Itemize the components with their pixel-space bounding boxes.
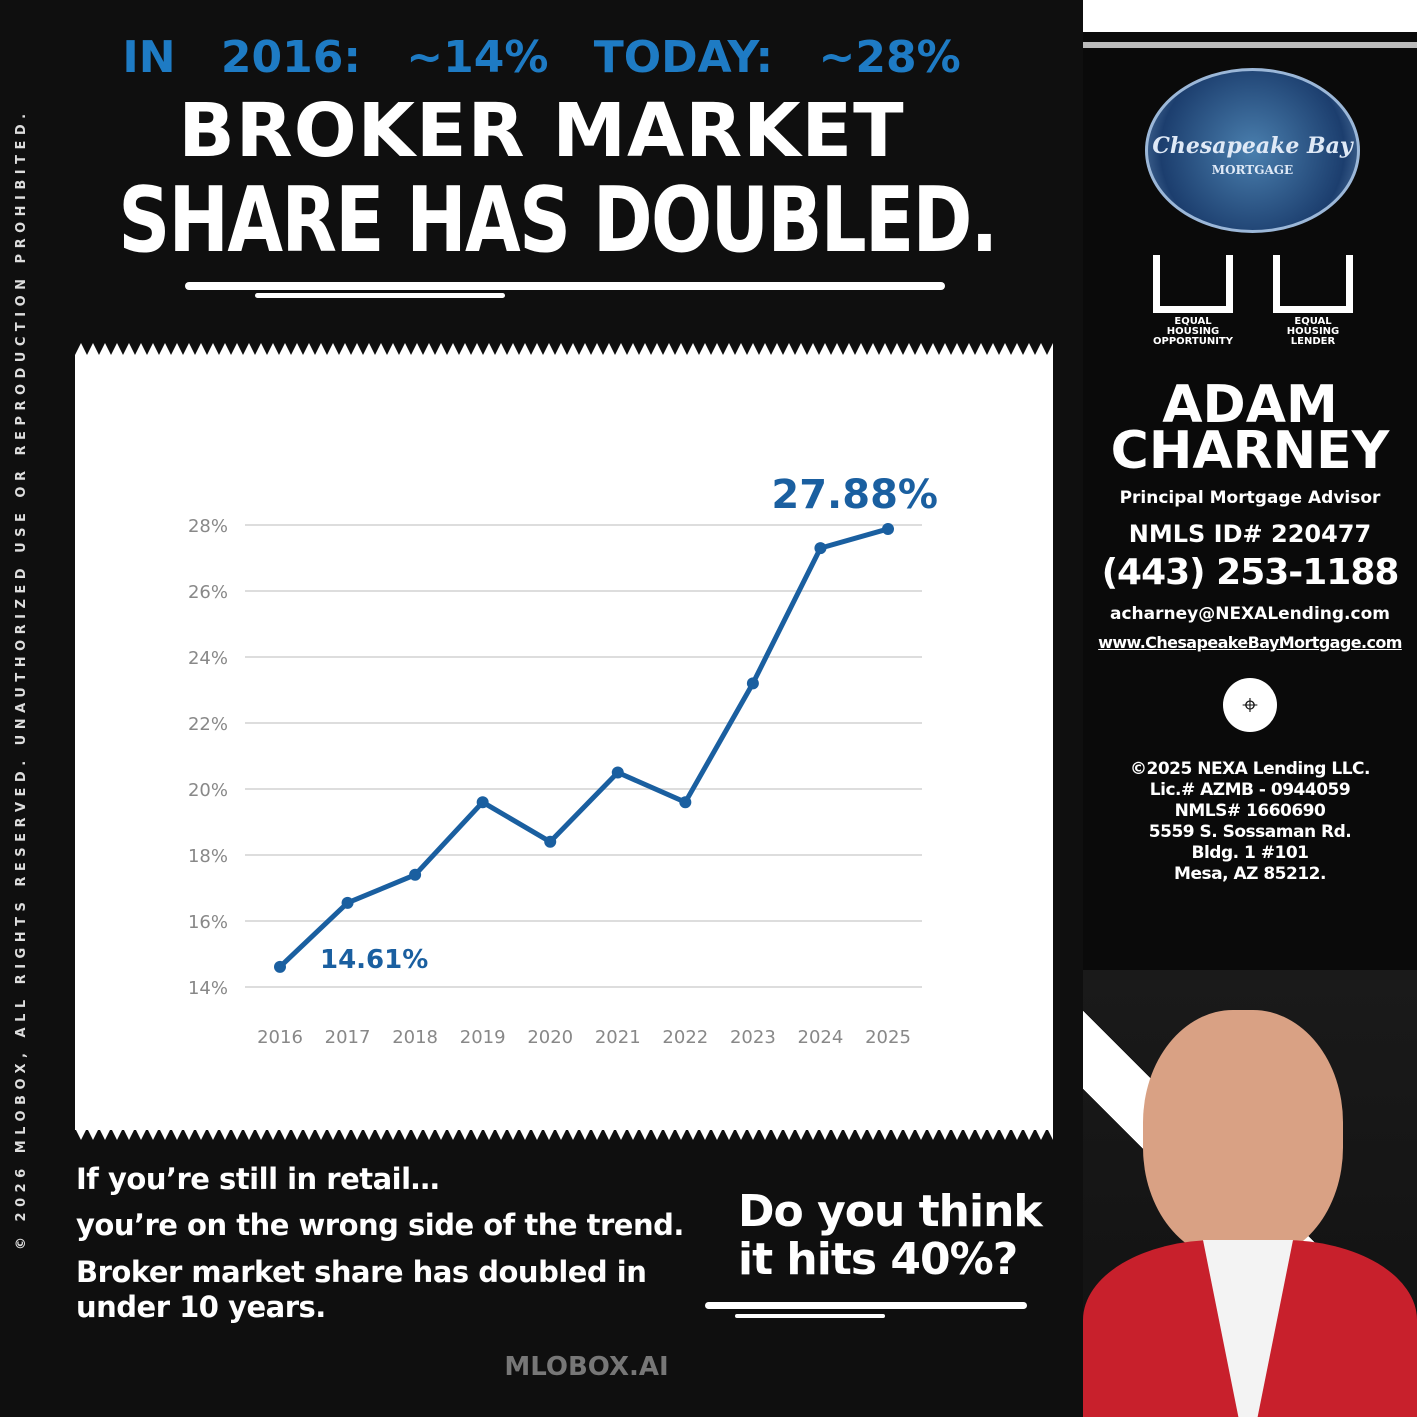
data-point <box>746 677 759 690</box>
divider <box>1083 42 1417 48</box>
body-line4: under 10 years. <box>76 1290 326 1324</box>
y-tick-label: 22% <box>188 714 228 735</box>
advisor-last-name: CHARNEY <box>1110 421 1390 481</box>
x-tick-label: 2018 <box>392 1027 438 1048</box>
stat-headline: IN 2016: ~14% TODAY: ~28% <box>122 32 961 83</box>
eho-label: EQUAL HOUSING OPPORTUNITY <box>1152 316 1233 347</box>
question-underline <box>705 1302 1027 1309</box>
y-tick-label: 24% <box>188 648 228 669</box>
legal-line: NMLS# 1660690 <box>1174 801 1326 821</box>
legal-line: Mesa, AZ 85212. <box>1174 864 1326 884</box>
location-pin-icon[interactable]: ⌖ <box>1223 678 1277 732</box>
y-tick-label: 28% <box>188 516 228 537</box>
website-link[interactable]: www.ChesapeakeBayMortgage.com <box>1098 633 1402 652</box>
body-line3: Broker market share has doubled in <box>76 1255 647 1289</box>
x-tick-label: 2022 <box>662 1027 708 1048</box>
equal-housing-lender-logo: EQUAL HOUSING LENDER <box>1272 255 1354 347</box>
legal-line: Lic.# AZMB - 0944059 <box>1149 780 1351 800</box>
x-tick-label: 2024 <box>798 1027 844 1048</box>
zigzag-top-edge <box>75 343 1053 355</box>
advisor-name: ADAM CHARNEY <box>1083 375 1417 481</box>
legal-info: ©2025 NEXA Lending LLC. Lic.# AZMB - 094… <box>1083 759 1417 885</box>
advisor-title: Principal Mortgage Advisor <box>1119 488 1381 508</box>
x-tick-label: 2023 <box>730 1027 776 1048</box>
face <box>1143 1010 1343 1260</box>
data-label-2025: 27.88% <box>771 472 938 518</box>
body-line1: If you’re still in retail… <box>76 1162 440 1196</box>
house-icon <box>1153 255 1233 313</box>
data-point <box>476 796 489 809</box>
data-point <box>274 960 286 973</box>
data-point <box>611 766 624 779</box>
data-point <box>882 522 894 535</box>
brush-underline <box>185 282 945 290</box>
advisor-photo <box>1083 970 1417 1417</box>
brush-underline-small <box>255 293 505 298</box>
question-line1: Do you think <box>738 1186 1043 1237</box>
series-line <box>278 526 889 969</box>
company-logo: Chesapeake Bay MORTGAGE <box>1145 68 1360 233</box>
data-point <box>409 868 422 881</box>
ehl-label: EQUAL HOUSING LENDER <box>1286 316 1340 347</box>
y-tick-label: 16% <box>188 912 228 933</box>
legal-line: 5559 S. Sossaman Rd. <box>1148 822 1352 842</box>
data-point <box>544 835 557 848</box>
brand-watermark: MLOBOX.AI <box>504 1352 669 1382</box>
zigzag-bottom-edge <box>75 1128 1053 1140</box>
question: Do you think it hits 40%? <box>738 1186 1043 1285</box>
x-tick-label: 2016 <box>257 1027 303 1048</box>
y-tick-label: 18% <box>188 846 228 867</box>
body-line2: you’re on the wrong side of the trend. <box>76 1208 684 1242</box>
x-tick-label: 2017 <box>325 1027 371 1048</box>
phone-link[interactable]: (443) 253-1188 <box>1101 552 1400 593</box>
logo-subtext: MORTGAGE <box>1211 163 1294 177</box>
x-tick-label: 2020 <box>527 1027 573 1048</box>
logo-text: Chesapeake Bay <box>1152 133 1353 159</box>
data-point <box>679 796 692 809</box>
y-tick-label: 20% <box>188 780 228 801</box>
headline-line2: SHARE HAS DOUBLED. <box>118 168 998 273</box>
y-tick-label: 26% <box>188 582 228 603</box>
advisor-nmls: NMLS ID# 220477 <box>1128 520 1372 548</box>
data-point <box>814 542 827 555</box>
legal-line: ©2025 NEXA Lending LLC. <box>1129 759 1371 779</box>
x-tick-label: 2025 <box>865 1027 911 1048</box>
legal-line: Bldg. 1 #101 <box>1191 843 1309 863</box>
email-link[interactable]: acharney@NEXALending.com <box>1110 604 1390 624</box>
question-underline-small <box>735 1314 885 1318</box>
y-tick-label: 14% <box>188 978 228 999</box>
chart-card <box>75 355 1053 1130</box>
data-point <box>341 896 354 909</box>
x-tick-label: 2019 <box>460 1027 506 1048</box>
infographic-panel: © 2026 MLOBOX, ALL RIGHTS RESERVED. UNAU… <box>14 32 1053 1382</box>
advisor-first-name: ADAM <box>1162 375 1338 435</box>
question-line2: it hits 40%? <box>738 1234 1018 1285</box>
equal-housing-opportunity-logo: EQUAL HOUSING OPPORTUNITY <box>1148 255 1238 347</box>
line-chart: 14% 16% 18% 20% 22% 24% 26% 28% 2016 2017 2018 2019… <box>188 472 938 1048</box>
headline-line1: BROKER MARKET <box>178 88 905 174</box>
data-label-2016: 14.61% <box>320 945 428 975</box>
x-tick-label: 2021 <box>595 1027 641 1048</box>
house-icon <box>1273 255 1353 313</box>
